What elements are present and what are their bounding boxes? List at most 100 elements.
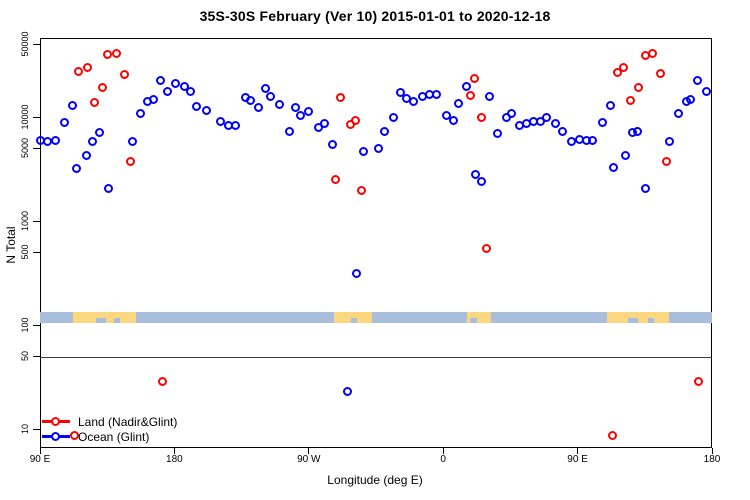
data-point-ocean [266,91,276,101]
data-point-ocean [640,184,650,194]
y-axis-title: N Total [4,226,18,264]
data-point-ocean [162,86,172,96]
data-point-ocean [409,97,419,107]
data-point-ocean [253,103,263,113]
y-tick-mark [33,43,40,45]
y-tick-mark [33,428,40,430]
data-point-ocean [587,135,597,145]
data-point-ocean [82,150,92,160]
x-tick-label: 180 [703,454,721,465]
data-point-ocean [290,103,300,113]
data-point-ocean [493,129,502,139]
ocean-notch [350,318,358,323]
data-point-ocean [185,86,195,96]
data-point-ocean [171,79,181,89]
legend-label-land: Land (Nadir&Glint) [78,414,178,429]
x-tick-mark [711,448,713,454]
legend: Land (Nadir&Glint) Ocean (Glint) [42,414,177,444]
data-point-ocean [191,101,201,111]
x-tick-label: 90 E [567,454,588,465]
data-point-ocean [609,163,619,173]
x-tick-label: 90 W [297,454,321,465]
x-tick-mark [442,448,444,454]
data-point-ocean [59,118,69,128]
data-point-ocean [701,86,711,96]
data-point-land [465,91,475,101]
data-point-ocean [389,113,399,122]
data-point-ocean [557,126,567,136]
data-point-land [69,430,79,440]
data-point-ocean [155,75,165,85]
data-point-ocean [373,144,383,154]
x-tick-mark [308,448,310,454]
ocean-notch [628,318,639,323]
data-point-ocean [449,115,459,125]
data-point-ocean [396,88,406,98]
data-point-land [102,50,112,60]
y-tick-label: 10 [20,423,30,435]
ocean-notch [470,318,477,323]
x-axis-title: Longitude (deg E) [327,473,423,487]
data-point-land [694,377,703,387]
data-point-land [82,62,92,72]
data-point-land [350,115,360,125]
data-point-land [158,377,168,387]
land-patch [72,312,136,323]
x-tick-mark [39,448,41,454]
data-point-ocean [541,113,551,122]
data-point-ocean [632,126,642,136]
data-point-ocean [673,108,683,118]
data-point-ocean [103,184,113,194]
x-tick-mark [173,448,175,454]
legend-label-ocean: Ocean (Glint) [78,429,150,444]
x-tick-mark [577,448,579,454]
data-point-ocean [507,108,517,118]
data-point-ocean [284,126,294,136]
data-point-ocean [201,106,211,116]
data-point-land [356,186,366,196]
data-point-land [477,113,487,122]
ocean-marker-icon [42,429,70,444]
legend-item-ocean: Ocean (Glint) [42,429,177,444]
x-tick-label: 180 [166,454,183,465]
y-tick-label: 50 [20,351,30,362]
ocean-notch [647,318,654,323]
data-point-ocean [606,100,616,110]
data-point-ocean [319,118,329,128]
data-point-ocean [128,136,138,146]
data-point-ocean [246,95,255,105]
y-tick-label: 100 [20,317,30,333]
land-patch [607,312,669,323]
ocean-notch [96,318,106,323]
data-point-ocean [597,118,607,128]
data-point-ocean [72,164,82,174]
data-point-ocean [50,135,60,145]
data-point-ocean [260,83,270,93]
data-point-land [619,62,629,72]
reference-line-50 [40,357,712,358]
data-point-ocean [95,127,105,137]
data-point-ocean [230,121,240,131]
y-tick-mark [33,116,40,118]
data-point-land [481,243,491,253]
data-point-ocean [692,75,702,85]
y-tick-mark [33,355,40,357]
data-point-ocean [327,139,337,149]
data-point-land [655,69,665,79]
data-point-land [607,430,617,440]
land-patch [467,312,491,323]
y-tick-label: 50000 [20,31,30,57]
data-point-ocean [303,106,313,116]
data-point-land [626,95,636,105]
data-point-ocean [685,94,695,104]
y-tick-mark [33,324,40,326]
data-point-ocean [68,100,77,110]
data-point-ocean [148,94,158,104]
data-point-ocean [352,268,362,278]
x-tick-label: 90 E [29,454,51,465]
data-point-land [612,67,622,77]
data-point-ocean [359,147,369,157]
plot-area [40,38,712,448]
data-point-ocean [454,99,464,109]
y-tick-label: 5000 [20,138,30,159]
